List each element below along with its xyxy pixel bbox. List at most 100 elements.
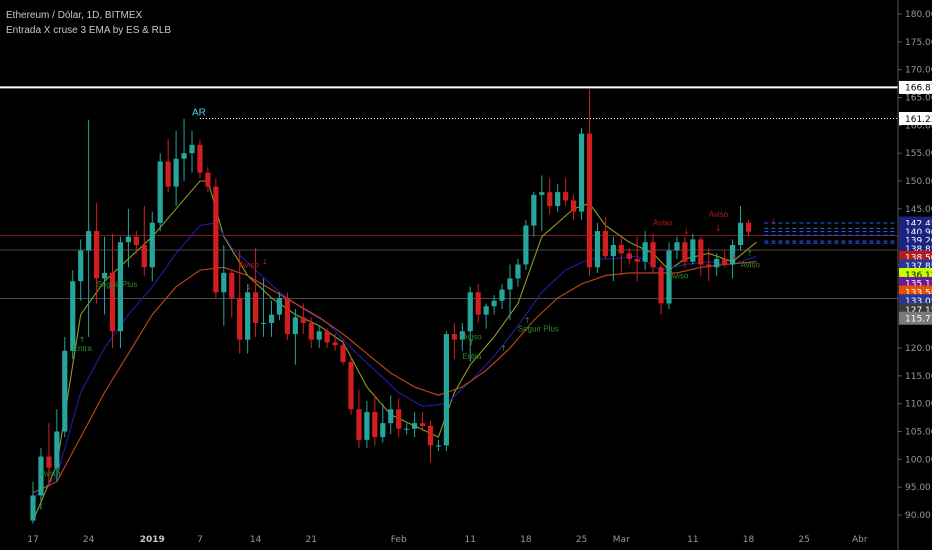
candle-up[interactable] — [467, 286, 473, 362]
candle-body[interactable] — [737, 222, 744, 246]
candle-down[interactable] — [348, 356, 354, 415]
candle-body[interactable] — [642, 242, 648, 262]
candle-body[interactable] — [690, 239, 696, 262]
candle-body[interactable] — [268, 314, 275, 323]
candle-body[interactable] — [284, 297, 290, 335]
candle-up[interactable] — [499, 283, 505, 310]
candle-body[interactable] — [594, 231, 601, 268]
candle-up[interactable] — [610, 236, 616, 282]
candle-up[interactable] — [507, 264, 513, 321]
candle-body[interactable] — [332, 342, 338, 346]
candle-body[interactable] — [412, 423, 418, 429]
candle-down[interactable] — [308, 317, 314, 348]
candle-up[interactable] — [86, 119, 92, 337]
candle-body[interactable] — [650, 242, 656, 268]
candle-down[interactable] — [332, 334, 338, 351]
candle-body[interactable] — [253, 292, 259, 323]
candle-up[interactable] — [221, 245, 227, 326]
candle-body[interactable] — [78, 250, 84, 282]
candle-body[interactable] — [260, 322, 267, 324]
candle-up[interactable] — [483, 303, 489, 329]
candle-up[interactable] — [157, 153, 163, 232]
candle-body[interactable] — [109, 272, 116, 332]
candle-up[interactable] — [173, 130, 179, 207]
candle-up[interactable] — [117, 236, 124, 348]
candle-down[interactable] — [300, 303, 306, 335]
candle-body[interactable] — [205, 172, 211, 187]
candle-up[interactable] — [594, 222, 601, 273]
candle-down[interactable] — [650, 233, 656, 273]
candle-body[interactable] — [626, 253, 632, 259]
candle-down[interactable] — [324, 328, 330, 348]
candle-down[interactable] — [133, 231, 139, 254]
candle-up[interactable] — [292, 309, 298, 365]
candle-body[interactable] — [324, 331, 330, 343]
candle-up[interactable] — [443, 331, 449, 451]
candle-body[interactable] — [46, 456, 52, 468]
candle-down[interactable] — [682, 236, 688, 268]
candle-body[interactable] — [276, 297, 283, 315]
candle-down[interactable] — [46, 423, 52, 488]
candle-body[interactable] — [531, 194, 537, 226]
candle-up[interactable] — [642, 231, 648, 271]
candle-body[interactable] — [54, 431, 60, 468]
candle-body[interactable] — [682, 242, 688, 262]
candle-body[interactable] — [221, 272, 227, 293]
candle-body[interactable] — [419, 423, 426, 426]
candle-body[interactable] — [507, 278, 513, 290]
candle-up[interactable] — [380, 403, 386, 443]
candle-down[interactable] — [253, 247, 259, 337]
candle-up[interactable] — [260, 278, 267, 337]
candle-body[interactable] — [197, 144, 203, 173]
candle-down[interactable] — [284, 292, 290, 340]
candle-body[interactable] — [578, 133, 585, 212]
candle-body[interactable] — [348, 361, 354, 410]
candle-body[interactable] — [117, 242, 124, 332]
candle-down[interactable] — [229, 270, 235, 318]
candle-body[interactable] — [658, 267, 664, 304]
candle-up[interactable] — [690, 233, 696, 265]
candle-body[interactable] — [149, 222, 155, 268]
candle-body[interactable] — [396, 409, 402, 429]
candle-body[interactable] — [364, 412, 370, 440]
candle-body[interactable] — [245, 292, 251, 340]
candle-body[interactable] — [38, 456, 44, 496]
candle-body[interactable] — [499, 289, 505, 301]
candle-up[interactable] — [515, 258, 521, 287]
candle-up[interactable] — [459, 322, 465, 351]
candle-body[interactable] — [698, 239, 704, 265]
candle-body[interactable] — [229, 272, 235, 298]
candle-body[interactable] — [451, 334, 457, 340]
candle-body[interactable] — [62, 350, 68, 432]
candle-down[interactable] — [451, 322, 457, 360]
candle-down[interactable] — [419, 412, 426, 432]
candle-up[interactable] — [38, 448, 44, 510]
candle-body[interactable] — [674, 242, 680, 251]
candle-up[interactable] — [245, 283, 251, 354]
candles[interactable] — [30, 89, 752, 524]
candle-up[interactable] — [125, 208, 131, 268]
candle-body[interactable] — [292, 317, 298, 335]
candle-body[interactable] — [602, 231, 608, 257]
candle-up[interactable] — [268, 300, 275, 337]
candle-body[interactable] — [380, 423, 386, 438]
candle-up[interactable] — [276, 292, 283, 321]
candle-body[interactable] — [467, 292, 473, 332]
candle-down[interactable] — [563, 178, 569, 207]
candle-up[interactable] — [578, 128, 585, 220]
candle-body[interactable] — [94, 231, 100, 279]
candle-down[interactable] — [427, 420, 434, 463]
candle-body[interactable] — [157, 161, 163, 223]
candle-down[interactable] — [205, 167, 211, 193]
candle-down[interactable] — [94, 203, 100, 304]
candle-body[interactable] — [213, 186, 219, 293]
candle-down[interactable] — [475, 283, 481, 323]
candle-up[interactable] — [388, 395, 394, 435]
candle-body[interactable] — [475, 292, 481, 315]
candle-body[interactable] — [491, 300, 497, 307]
candle-body[interactable] — [181, 153, 187, 159]
candle-body[interactable] — [586, 133, 593, 268]
candle-up[interactable] — [531, 192, 537, 237]
candle-down[interactable] — [745, 219, 752, 237]
